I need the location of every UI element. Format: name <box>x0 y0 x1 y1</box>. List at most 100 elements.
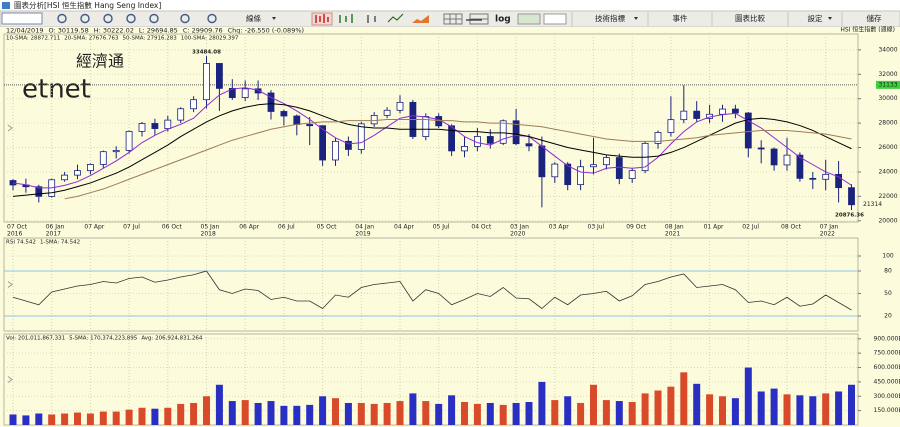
candle-body <box>667 119 675 133</box>
menu-save[interactable]: 儲存 <box>867 13 882 23</box>
x-tick-label: 09 Oct <box>626 224 647 231</box>
y-tick-label: 50 <box>884 290 892 297</box>
volume-bar <box>564 396 572 425</box>
volume-bar <box>628 402 636 425</box>
y-tick-label: 450.000B <box>874 378 900 385</box>
candle-body <box>74 170 81 176</box>
volume-bar <box>680 372 688 425</box>
ohlc-info: Chg: -26.550 (-0.089%) <box>228 27 304 35</box>
ohlc-info: H: 30222.02 <box>94 27 134 35</box>
menu-compare[interactable]: 圖表比較 <box>735 13 765 23</box>
x-tick-label: 06 Oct <box>162 224 183 231</box>
volume-bar <box>344 402 352 425</box>
candle-body <box>538 145 546 178</box>
x-tick-year: 2019 <box>355 231 370 238</box>
style-dropdown[interactable]: 線條 <box>246 13 261 23</box>
candle-body <box>138 123 146 132</box>
volume-bar <box>383 402 391 425</box>
x-tick-label: 03 Apr <box>549 224 569 231</box>
volume-bar <box>409 393 417 425</box>
panel-grip <box>7 376 13 383</box>
moving-average <box>12 103 852 197</box>
y-tick-label: 100 <box>882 253 894 260</box>
chart-background <box>0 27 900 427</box>
moving-average <box>12 87 852 189</box>
candle-body <box>422 116 430 137</box>
indicator-legend: 10-SMA: 28872.711 <box>6 36 60 42</box>
ohlc-info: C: 29909.76 <box>183 27 223 35</box>
x-tick-label: 06 Jul <box>278 224 295 231</box>
x-tick-year: 2017 <box>46 231 61 238</box>
candle-body <box>551 163 559 178</box>
y-tick-label: 300.000B <box>874 393 900 400</box>
candle-body <box>693 110 701 119</box>
candle-body <box>151 123 159 129</box>
candle-body <box>577 166 584 186</box>
peak-label: 33484.08 <box>192 50 221 56</box>
menu-events[interactable]: 事件 <box>673 13 688 23</box>
candle-body <box>615 157 623 179</box>
indicator-legend: Avg: 206,924,831,264 <box>141 336 203 342</box>
candle-body <box>486 136 494 144</box>
candle-body <box>499 120 507 144</box>
volume-bar <box>190 402 198 425</box>
x-tick-label: 07 Jul <box>123 224 140 231</box>
volume-bar <box>719 396 726 425</box>
candle-body <box>241 88 249 98</box>
volume-bar <box>112 411 120 425</box>
volume-bar <box>835 391 843 425</box>
candle-body <box>448 125 456 152</box>
volume-bar <box>512 402 520 425</box>
candle-body <box>112 150 120 153</box>
x-tick-year: 2021 <box>665 231 680 238</box>
volume-bar <box>74 412 81 425</box>
indicator-legend: Vol: 201,011,867,331 <box>6 336 65 342</box>
candle-body <box>370 114 378 125</box>
volume-bar <box>822 393 830 425</box>
candle-body <box>654 132 662 144</box>
candle-body <box>203 63 210 101</box>
chart-type-tools[interactable] <box>311 12 489 26</box>
candle-body <box>267 92 275 112</box>
volume-bar <box>809 396 817 425</box>
menu-indicators[interactable]: 技術指標 <box>595 13 625 23</box>
volume-bar <box>396 401 404 425</box>
candle-body <box>99 151 107 165</box>
dropdown-arrow <box>828 17 832 20</box>
candle-body <box>190 99 198 110</box>
candle-body <box>280 111 288 117</box>
volume-bar <box>422 401 430 425</box>
candle-body <box>306 124 314 127</box>
volume-bar <box>319 396 327 425</box>
candle-body <box>783 154 791 166</box>
candle-body <box>319 125 327 161</box>
volume-bar <box>254 402 262 425</box>
volume-bar <box>770 388 778 425</box>
menu-settings[interactable]: 設定 <box>808 13 823 23</box>
volume-bar <box>177 403 185 425</box>
symbol-label: HSI 恒生指數 (週線) <box>840 26 895 34</box>
zoom-tools[interactable] <box>57 13 217 24</box>
y-tick-label: 750.000B <box>874 350 900 357</box>
watermark-en: etnet <box>22 75 91 105</box>
candle-body <box>628 170 636 179</box>
x-tick-label: 04 Jan <box>355 224 374 231</box>
candle-body <box>357 123 365 150</box>
candle-body <box>396 101 404 111</box>
volume-bar <box>783 394 791 425</box>
volume-bar <box>215 384 223 425</box>
candle-body <box>254 88 262 94</box>
low-label: 20876.36 <box>835 213 864 219</box>
table-toggle[interactable] <box>543 13 567 25</box>
candle-body <box>590 164 597 168</box>
grid-toggle[interactable] <box>517 13 541 25</box>
candle-body <box>809 177 817 180</box>
log-toggle[interactable]: log <box>495 15 511 25</box>
volume-bar <box>706 394 714 425</box>
indicator-legend: 100-SMA: 28029.397 <box>181 36 239 42</box>
volume-bar <box>203 396 210 425</box>
symbol-input[interactable] <box>1 12 43 25</box>
title-bar <box>0 0 900 11</box>
last-close-label: 21314 <box>863 201 882 208</box>
x-tick-label: 05 Jul <box>433 224 450 231</box>
